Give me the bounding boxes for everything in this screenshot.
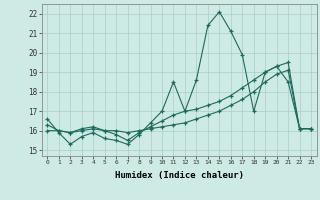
X-axis label: Humidex (Indice chaleur): Humidex (Indice chaleur) (115, 171, 244, 180)
